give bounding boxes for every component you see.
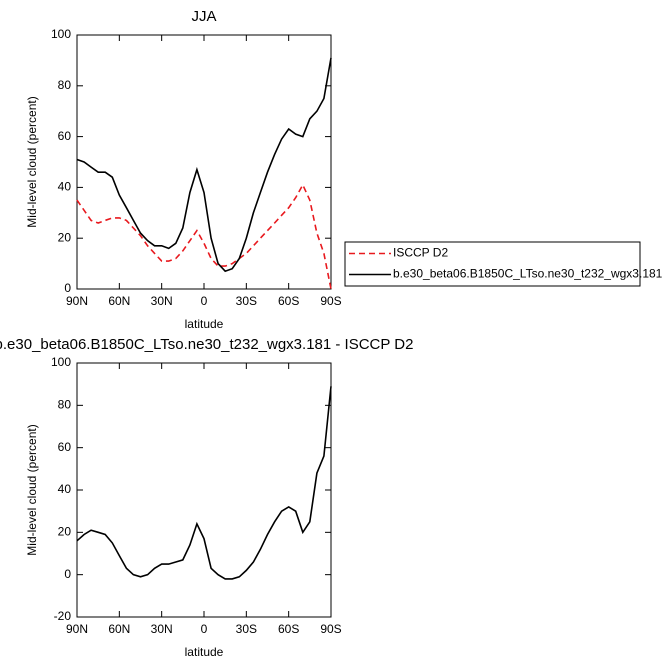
x-tick-label: 0 — [201, 622, 208, 636]
x-tick-label: 90S — [320, 294, 341, 308]
chart-title: b.e30_beta06.B1850C_LTso.ne30_t232_wgx3.… — [0, 336, 413, 353]
legend-frame — [344, 241, 641, 287]
x-tick-label: 60N — [108, 622, 130, 636]
data-line — [76, 183, 332, 290]
x-tick-label: 90S — [320, 622, 341, 636]
y-tick-label: 40 — [58, 180, 72, 194]
x-tick-label: 60S — [278, 294, 299, 308]
x-axis-label: latitude — [185, 317, 224, 331]
x-tick-label: 60N — [108, 294, 130, 308]
y-tick-label: -20 — [54, 609, 72, 623]
plot-frame — [76, 34, 332, 290]
x-axis-label: latitude — [185, 645, 224, 659]
y-tick-label: 0 — [64, 567, 71, 581]
x-tick-label: 90N — [66, 622, 88, 636]
y-tick-label: 20 — [58, 525, 72, 539]
y-tick-label: 100 — [51, 355, 71, 369]
y-tick-label: 60 — [58, 440, 72, 454]
legend: ISCCP D2 b.e30_beta06.B1850C_LTso.ne30_t2… — [344, 241, 663, 287]
plot-frame — [76, 362, 332, 618]
x-tick-label: 0 — [201, 294, 208, 308]
legend-label: b.e30_beta06.B1850C_LTso.ne30_t232_wgx3.… — [393, 267, 663, 281]
x-tick-label: 30S — [236, 622, 257, 636]
data-line — [76, 386, 332, 580]
y-tick-label: 0 — [64, 281, 71, 295]
legend-label: ISCCP D2 — [393, 246, 448, 260]
y-axis-label: Mid-level cloud (percent) — [25, 424, 39, 555]
x-tick-label: 30N — [151, 622, 173, 636]
chart-title: JJA — [191, 8, 216, 25]
y-tick-label: 60 — [58, 129, 72, 143]
y-tick-label: 20 — [58, 230, 72, 244]
x-tick-label: 60S — [278, 622, 299, 636]
x-tick-label: 30N — [151, 294, 173, 308]
y-tick-label: 40 — [58, 482, 72, 496]
x-tick-label: 30S — [236, 294, 257, 308]
x-tick-label: 90N — [66, 294, 88, 308]
y-tick-label: 80 — [58, 398, 72, 412]
data-line — [76, 57, 332, 273]
y-tick-label: 100 — [51, 27, 71, 41]
y-tick-label: 80 — [58, 78, 72, 92]
y-axis-label: Mid-level cloud (percent) — [25, 96, 39, 227]
